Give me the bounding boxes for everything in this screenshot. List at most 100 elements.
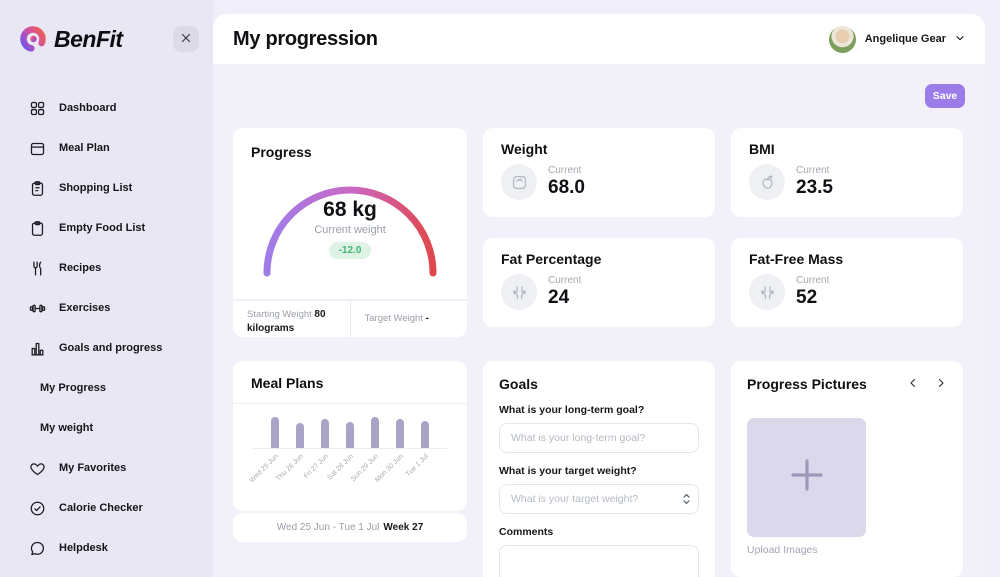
weight-value: 68.0 — [548, 177, 585, 198]
bmi-card: BMI Current 23.5 — [731, 128, 963, 217]
sidebar-item-my-weight[interactable]: My weight — [0, 408, 213, 448]
content: Save Progress 68 kg — [213, 64, 985, 577]
meal-plan-bar — [313, 419, 338, 448]
sidebar-item-label: Calorie Checker — [59, 502, 143, 514]
meal-plans-chart: Wed 25 Jun Thu 26 Jun Fri 27 Jun Sat 28 Jun… — [233, 404, 467, 501]
progress-card-title: Progress — [251, 144, 312, 160]
comments-textarea[interactable] — [499, 545, 699, 577]
fat-free-mass-card: Fat-Free Mass Current 52 — [731, 238, 963, 327]
sidebar-item-goals-and-progress[interactable]: Goals and progress — [0, 328, 213, 368]
sidebar-item-exercises[interactable]: Exercises — [0, 288, 213, 328]
grid-icon — [29, 100, 46, 117]
meal-plan-bar — [288, 423, 313, 448]
meal-plan-bar — [413, 421, 438, 448]
user-name: Angelique Gear — [864, 33, 946, 45]
sidebar-item-label: My Favorites — [59, 462, 127, 474]
clipboard-icon — [29, 220, 46, 237]
target-weight: Target Weight - — [349, 301, 468, 337]
goals-card: Goals What is your long-term goal? What … — [483, 361, 715, 577]
meal-plan-bar — [388, 419, 413, 448]
progress-pictures-card: Progress Pictures Upload I — [731, 361, 963, 577]
fat-percentage-card: Fat Percentage Current 24 — [483, 238, 715, 327]
calendar-icon — [29, 140, 46, 157]
target-weight-label: What is your target weight? — [499, 465, 637, 477]
week-number: Week 27 — [383, 522, 424, 533]
number-stepper-icon[interactable] — [683, 493, 690, 505]
sidebar-item-label: Shopping List — [59, 182, 133, 194]
save-button[interactable]: Save — [925, 84, 965, 108]
week-range: Wed 25 Jun - Tue 1 Jul — [276, 522, 380, 533]
fat-percentage-value: 24 — [548, 287, 570, 308]
sidebar-item-calorie-checker[interactable]: Calorie Checker — [0, 488, 213, 528]
comments-label: Comments — [499, 526, 554, 538]
pictures-prev-button[interactable] — [907, 377, 919, 392]
check-circle-icon — [29, 500, 46, 517]
bar-chart-icon — [29, 340, 46, 357]
sidebar-item-label: My weight — [40, 422, 94, 434]
weight-gauge: 68 kg Current weight -12.0 — [233, 160, 467, 299]
meal-plan-bar — [263, 417, 288, 448]
benfit-logo-icon — [18, 24, 48, 54]
chevron-left-icon — [907, 377, 919, 392]
sidebar-item-label: My Progress — [40, 382, 107, 394]
pictures-next-button[interactable] — [935, 377, 947, 392]
weight-delta-badge: -12.0 — [328, 242, 372, 259]
page-header: My progression Angelique Gear — [213, 14, 985, 64]
sidebar-item-shopping-list[interactable]: Shopping List — [0, 168, 213, 208]
logo-text: BenFit — [54, 25, 123, 52]
upload-images-label: Upload Images — [747, 544, 818, 556]
sidebar-item-my-favorites[interactable]: My Favorites — [0, 448, 213, 488]
sidebar: BenFit Dashboard Meal Plan Shopping List… — [0, 0, 213, 577]
sidebar-item-recipes[interactable]: Recipes — [0, 248, 213, 288]
goals-title: Goals — [499, 376, 538, 392]
sidebar-item-label: Meal Plan — [59, 142, 110, 154]
current-weight-value: 68 kg — [323, 198, 377, 221]
page-title: My progression — [233, 27, 378, 50]
avatar — [828, 25, 856, 53]
meal-plans-week-footer: Wed 25 Jun - Tue 1 Jul Week 27 — [233, 513, 467, 542]
sidebar-item-label: Dashboard — [59, 102, 117, 114]
meal-plan-bar — [338, 422, 363, 448]
sidebar-item-dashboard[interactable]: Dashboard — [0, 88, 213, 128]
cutlery-icon — [29, 260, 46, 277]
chevron-right-icon — [935, 377, 947, 392]
target-weight-input[interactable] — [499, 484, 699, 514]
heart-icon — [29, 460, 46, 477]
chevron-down-icon — [955, 30, 965, 48]
sidebar-item-helpdesk[interactable]: Helpdesk — [0, 528, 213, 568]
meal-plan-bar — [363, 417, 388, 448]
progress-pictures-title: Progress Pictures — [747, 376, 867, 392]
body-icon — [749, 274, 785, 310]
plus-icon — [786, 454, 828, 501]
chat-icon — [29, 540, 46, 557]
scale-icon — [501, 164, 537, 200]
dumbbell-icon — [29, 300, 46, 317]
sidebar-item-label: Recipes — [59, 262, 102, 274]
apple-icon — [749, 164, 785, 200]
close-icon — [180, 32, 192, 47]
sidebar-item-label: Goals and progress — [59, 342, 163, 354]
sidebar-item-my-progress[interactable]: My Progress — [0, 368, 213, 408]
body-icon — [501, 274, 537, 310]
weight-card: Weight Current 68.0 — [483, 128, 715, 217]
sidebar-item-label: Exercises — [59, 302, 111, 314]
sidebar-item-meal-plan[interactable]: Meal Plan — [0, 128, 213, 168]
main-area: My progression Angelique Gear Save Progr… — [213, 14, 1000, 577]
user-menu[interactable]: Angelique Gear — [828, 25, 965, 53]
sidebar-item-label: Empty Food List — [59, 222, 146, 234]
close-sidebar-button[interactable] — [173, 26, 199, 52]
long-term-goal-input[interactable] — [499, 423, 699, 453]
long-term-goal-label: What is your long-term goal? — [499, 404, 645, 416]
clipboard-icon — [29, 180, 46, 197]
sidebar-nav: Dashboard Meal Plan Shopping List Empty … — [0, 88, 213, 568]
fat-free-mass-value: 52 — [796, 287, 818, 308]
upload-images-dropzone[interactable] — [747, 418, 866, 537]
bmi-value: 23.5 — [796, 177, 833, 198]
meal-plans-card: Meal Plans Wed 25 Jun Thu 26 Jun Fri 27 Ju… — [233, 361, 467, 511]
sidebar-item-empty-food-list[interactable]: Empty Food List — [0, 208, 213, 248]
meal-plan-bar-label: Tue 1 Jul — [404, 453, 430, 479]
meal-plans-title: Meal Plans — [251, 375, 324, 391]
progress-card: Progress 68 kg Current weight -12.0 — [233, 128, 467, 337]
logo-row: BenFit — [0, 0, 213, 54]
sidebar-item-label: Helpdesk — [59, 542, 108, 554]
